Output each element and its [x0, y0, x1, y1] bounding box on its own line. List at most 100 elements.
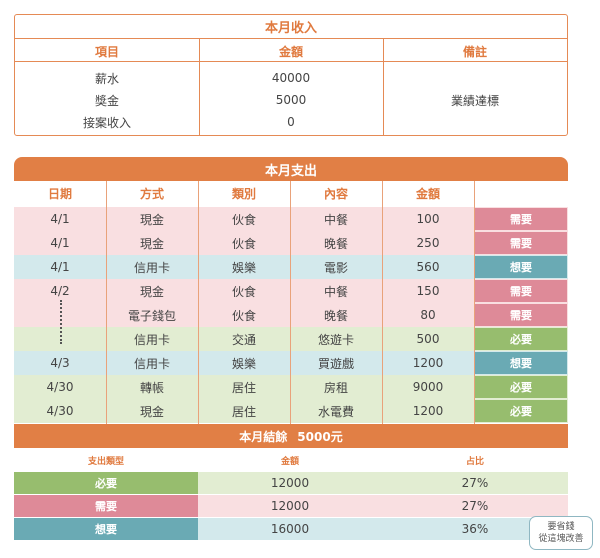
summary-type-label: 想要 [14, 518, 198, 540]
expense-content-cell: 中餐 [323, 212, 348, 227]
expense-date-cell: 4/1 [50, 236, 70, 250]
expense-method-cell: 現金 [139, 236, 164, 251]
expense-tag: 想要 [475, 352, 567, 374]
expense-title: 本月支出 [14, 157, 568, 181]
expense-category-cell: 伙食 [231, 236, 256, 251]
expense-tag: 需要 [475, 304, 567, 326]
expense-amount-cell: 1200 [412, 404, 444, 418]
expense-method-cell: 電子錢包 [127, 308, 176, 323]
summary-amount: 12000 [270, 476, 310, 490]
expense-content-cell: 電影 [323, 260, 348, 275]
expense-date-cell: 4/30 [46, 380, 74, 394]
summary-row: 想要 16000 36% [14, 518, 568, 540]
summary-amount: 12000 [270, 499, 310, 513]
expense-amount-cell: 100 [416, 212, 440, 226]
expense-category-cell: 娛樂 [231, 356, 256, 371]
income-item-bonus: 獎金 [94, 93, 119, 108]
expense-amount-cell: 560 [416, 260, 440, 274]
income-item-salary: 薪水 [94, 71, 119, 86]
summary-type-label: 需要 [14, 495, 198, 517]
income-header-item: 項目 [94, 44, 119, 59]
expense-content-cell: 房租 [323, 380, 348, 395]
expense-method-cell: 現金 [139, 404, 164, 419]
expense-date-cell: 4/2 [50, 284, 70, 298]
expense-content-cell: 中餐 [323, 284, 348, 299]
summary-ratio: 27% [461, 476, 489, 490]
expense-content-cell: 晚餐 [323, 236, 348, 251]
note-line-2: 從這塊改善 [538, 534, 584, 544]
income-title: 本月收入 [15, 15, 567, 39]
income-amount-salary: 40000 [271, 71, 311, 85]
summary-type-label: 必要 [14, 472, 198, 494]
balance-value: 5000元 [297, 429, 343, 444]
summary-header-amount: 金額 [280, 456, 299, 467]
expense-header-content: 內容 [323, 186, 348, 201]
expense-method-cell: 現金 [139, 284, 164, 299]
expense-header-amount: 金額 [415, 186, 440, 201]
expense-content-cell: 晚餐 [323, 308, 348, 323]
expense-content-cell: 買遊戲 [317, 356, 354, 371]
summary-row: 必要 12000 27% [14, 472, 568, 494]
summary-row: 需要 12000 27% [14, 495, 568, 517]
expense-date-cell: 4/3 [50, 356, 70, 370]
expense-amount-cell: 500 [416, 332, 440, 346]
summary-ratio: 36% [461, 522, 489, 536]
expense-tag: 需要 [475, 232, 567, 254]
expense-date-cell: 4/1 [50, 212, 70, 226]
expense-tag: 需要 [475, 208, 567, 230]
income-divider-2 [383, 39, 384, 135]
income-amount-freelance: 0 [287, 115, 295, 129]
summary-amount: 16000 [270, 522, 310, 536]
expense-amount-cell: 80 [420, 308, 436, 322]
expense-category-cell: 居住 [231, 380, 256, 395]
expense-category-cell: 居住 [231, 404, 256, 419]
expense-header-date: 日期 [47, 186, 72, 201]
balance-label: 本月結餘 [239, 429, 288, 444]
expense-content-cell: 水電費 [317, 404, 354, 419]
expense-amount-cell: 1200 [412, 356, 444, 370]
expense-date-cell: 4/30 [46, 404, 74, 418]
expense-tag: 必要 [475, 328, 567, 350]
expense-amount-cell: 150 [416, 284, 440, 298]
expense-divider-4 [382, 181, 383, 424]
expense-method-cell: 信用卡 [133, 332, 170, 347]
expense-header-category: 類別 [231, 186, 256, 201]
expense-category-cell: 伙食 [231, 212, 256, 227]
summary-header-type: 支出類型 [87, 456, 124, 467]
expense-tag: 想要 [475, 256, 567, 278]
expense-divider-5 [474, 181, 475, 424]
summary-ratio: 27% [461, 499, 489, 513]
expense-divider-1 [106, 181, 107, 424]
expense-amount-cell: 250 [416, 236, 440, 250]
expense-tag: 必要 [475, 400, 567, 422]
income-header-row [15, 40, 567, 62]
income-item-freelance: 接案收入 [82, 115, 131, 130]
note-bubble: 要省錢 從這塊改善 [529, 516, 593, 550]
income-divider-1 [199, 39, 200, 135]
expense-content-cell: 悠遊卡 [317, 332, 354, 347]
income-header-note: 備註 [462, 44, 487, 59]
expense-divider-3 [290, 181, 291, 424]
expense-category-cell: 交通 [231, 332, 256, 347]
summary-header-ratio: 占比 [465, 456, 484, 467]
expense-date-cell: 4/1 [50, 260, 70, 274]
expense-amount-cell: 9000 [412, 380, 444, 394]
expense-category-cell: 伙食 [231, 308, 256, 323]
income-header-amount: 金額 [278, 44, 303, 59]
expense-category-cell: 伙食 [231, 284, 256, 299]
note-line-1: 要省錢 [547, 522, 575, 532]
expense-tag: 必要 [475, 376, 567, 398]
expense-method-cell: 信用卡 [133, 356, 170, 371]
date-continuation-dots [60, 300, 62, 344]
balance-bar: 本月結餘 5000元 [14, 424, 568, 448]
expense-method-cell: 轉帳 [139, 380, 164, 395]
expense-divider-2 [198, 181, 199, 424]
expense-method-cell: 現金 [139, 212, 164, 227]
expense-header-method: 方式 [139, 186, 164, 201]
expense-tag: 需要 [475, 280, 567, 302]
income-table: 本月收入 項目 金額 備註 薪水 40000 獎金 5000 接案收入 0 業績… [14, 14, 568, 136]
income-amount-bonus: 5000 [275, 93, 307, 107]
expense-category-cell: 娛樂 [231, 260, 256, 275]
expense-method-cell: 信用卡 [133, 260, 170, 275]
income-note: 業績達標 [450, 93, 499, 108]
